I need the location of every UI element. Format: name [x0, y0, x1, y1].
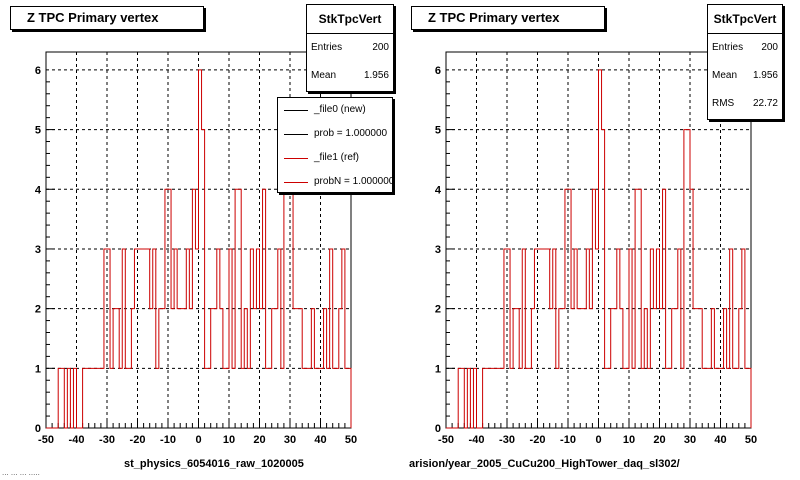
legend-swatch-probn	[284, 182, 308, 183]
right-x-tick-label: 20	[653, 434, 665, 446]
left-x-tick-label: 10	[223, 434, 235, 446]
left-x-axis-label: st_physics_6054016_raw_1020005	[124, 458, 304, 470]
right-y-tick-label: 0	[435, 423, 441, 435]
legend-entry-prob: prob = 1.000000	[278, 122, 392, 146]
left-x-tick-label: -20	[130, 434, 146, 446]
left-stats-mean: Mean 1.956	[311, 70, 389, 81]
left-x-tick-label: -10	[160, 434, 176, 446]
left-y-tick-label: 6	[35, 65, 41, 77]
left-x-tick-label: 20	[253, 434, 265, 446]
left-x-tick-label: -40	[69, 434, 85, 446]
left-y-tick-label: 2	[35, 304, 41, 316]
left-stats-entries: Entries 200	[311, 42, 389, 53]
left-x-tick-label: -50	[38, 434, 54, 446]
right-x-tick-label: 40	[714, 434, 726, 446]
right-stats-name: StkTpcVert	[708, 5, 782, 34]
left-title-box: Z TPC Primary vertex	[10, 6, 204, 30]
right-y-tick-label: 3	[435, 244, 441, 256]
right-y-tick-label: 6	[435, 65, 441, 77]
left-x-tick-label: -30	[99, 434, 115, 446]
right-x-tick-label: 10	[623, 434, 635, 446]
right-x-tick-label: 0	[595, 434, 601, 446]
left-x-tick-label: 50	[345, 434, 357, 446]
left-y-tick-label: 3	[35, 244, 41, 256]
left-stats-name: StkTpcVert	[307, 5, 393, 34]
right-x-tick-label: -10	[560, 434, 576, 446]
legend-swatch-prob	[284, 134, 308, 135]
right-x-tick-label: -20	[530, 434, 546, 446]
right-y-tick-label: 2	[435, 304, 441, 316]
right-x-tick-label: 30	[684, 434, 696, 446]
right-x-tick-label: -30	[499, 434, 515, 446]
corner-note: ... ... ... .....	[2, 468, 40, 477]
right-stats-rms: RMS 22.72	[712, 98, 778, 109]
right-stats-box: StkTpcVert Entries 200 Mean 1.956 RMS 22…	[707, 4, 783, 120]
right-stats-entries: Entries 200	[712, 42, 778, 53]
left-histogram-series	[46, 69, 352, 429]
legend-entry-ref: _file1 (ref)	[278, 146, 392, 170]
right-y-tick-label: 4	[435, 184, 442, 196]
right-x-axis-label: arision/year_2005_CuCu200_HighTower_daq_…	[409, 458, 680, 470]
left-x-tick-label: 30	[284, 434, 296, 446]
right-x-tick-label: -50	[438, 434, 454, 446]
right-histogram-series	[446, 69, 752, 429]
legend-swatch-ref	[284, 158, 308, 159]
right-y-tick-label: 5	[435, 125, 441, 137]
left-x-tick-label: 0	[195, 434, 201, 446]
left-title: Z TPC Primary vertex	[27, 10, 159, 25]
legend-box: _file0 (new) prob = 1.000000 _file1 (ref…	[277, 97, 393, 193]
left-y-tick-label: 1	[35, 363, 41, 375]
legend-entry-probn: probN = 1.000000	[278, 170, 392, 192]
left-y-tick-label: 5	[35, 125, 41, 137]
left-stats-box: StkTpcVert Entries 200 Mean 1.956	[306, 4, 394, 92]
left-x-tick-label: 40	[314, 434, 326, 446]
legend-entry-new: _file0 (new)	[278, 98, 392, 122]
right-y-tick-label: 1	[435, 363, 441, 375]
right-x-tick-label: 50	[745, 434, 757, 446]
right-title: Z TPC Primary vertex	[428, 10, 560, 25]
right-x-tick-label: -40	[469, 434, 485, 446]
left-y-tick-label: 0	[35, 423, 41, 435]
right-stats-mean: Mean 1.956	[712, 70, 778, 81]
legend-swatch-new	[284, 110, 308, 111]
right-title-box: Z TPC Primary vertex	[411, 6, 605, 30]
left-y-tick-label: 4	[35, 184, 42, 196]
